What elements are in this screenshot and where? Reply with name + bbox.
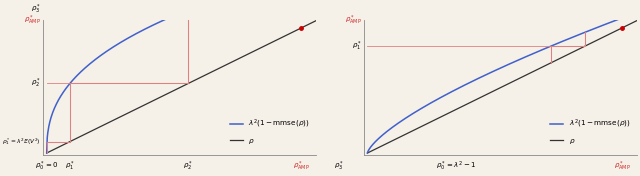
Text: $\rho_{\mathrm{AMP}}^*$: $\rho_{\mathrm{AMP}}^*$ — [345, 13, 362, 27]
Text: $\rho_3^*$: $\rho_3^*$ — [333, 160, 344, 173]
Text: $\rho_1^* = \lambda^2 \mathbb{E}(V^2)$: $\rho_1^* = \lambda^2 \mathbb{E}(V^2)$ — [3, 136, 41, 147]
Text: $\rho_0^* = 0$: $\rho_0^* = 0$ — [35, 160, 59, 173]
Text: $\rho_2^*$: $\rho_2^*$ — [31, 77, 41, 90]
Legend: $\lambda^2(1 - \mathrm{mmse}(\rho))$, $\rho$: $\lambda^2(1 - \mathrm{mmse}(\rho))$, $\… — [227, 115, 313, 149]
Legend: $\lambda^2(1 - \mathrm{mmse}(\rho))$, $\rho$: $\lambda^2(1 - \mathrm{mmse}(\rho))$, $\… — [547, 115, 634, 149]
Text: $\rho_1^*$: $\rho_1^*$ — [65, 160, 75, 173]
Text: $\rho_2^*$: $\rho_2^*$ — [184, 160, 193, 173]
Text: $\rho_{\mathrm{AMP}}^*$: $\rho_{\mathrm{AMP}}^*$ — [614, 160, 630, 173]
Text: $\rho_3^*$: $\rho_3^*$ — [31, 3, 41, 16]
Text: $\rho_0^* = \lambda^2 - 1$: $\rho_0^* = \lambda^2 - 1$ — [436, 160, 477, 173]
Text: $\rho_1^*$: $\rho_1^*$ — [352, 40, 362, 53]
Text: $\rho_{\mathrm{AMP}}^*$: $\rho_{\mathrm{AMP}}^*$ — [293, 160, 310, 173]
Text: $\rho_{\mathrm{AMP}}^*$: $\rho_{\mathrm{AMP}}^*$ — [24, 13, 41, 27]
